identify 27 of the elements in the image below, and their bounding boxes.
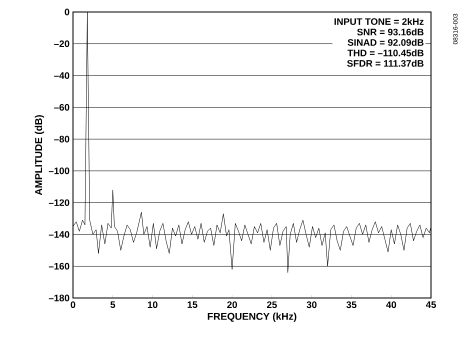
x-axis-title: FREQUENCY (kHz): [208, 312, 296, 322]
y-tick-label: –140: [48, 231, 70, 238]
x-tick-label: 30: [306, 301, 317, 308]
x-tick-label: 20: [227, 301, 237, 308]
x-tick-label: 35: [346, 301, 356, 308]
y-tick-label: –60: [54, 104, 70, 111]
x-tick-label: 40: [386, 301, 396, 308]
y-tick-label: 0: [64, 8, 70, 16]
x-tick-label: 15: [188, 301, 198, 308]
annotation: THD = –110.45dB: [348, 49, 424, 56]
annotation: INPUT TONE = 2kHz: [334, 18, 424, 25]
y-tick-label: –180: [48, 294, 70, 302]
x-tick-label: 45: [426, 301, 436, 308]
annotation: SFDR = 111.37dB: [347, 60, 424, 67]
y-tick-label: –120: [48, 199, 70, 206]
y-tick-label: –80: [54, 136, 70, 142]
annotation: SNR = 93.16dB: [357, 28, 424, 36]
y-tick-label: –100: [48, 168, 70, 174]
x-tick-label: 25: [266, 301, 277, 308]
y-axis-title: AMPLITUDE (dB): [34, 115, 44, 196]
x-tick-label: 0: [70, 301, 76, 308]
x-tick-label: 5: [110, 301, 116, 308]
y-tick-label: –160: [48, 262, 70, 270]
x-tick-label: 10: [148, 301, 158, 308]
annotation: SINAD = 92.09dB: [348, 38, 424, 46]
y-tick-label: –40: [54, 72, 70, 79]
y-tick-label: –20: [54, 40, 70, 48]
